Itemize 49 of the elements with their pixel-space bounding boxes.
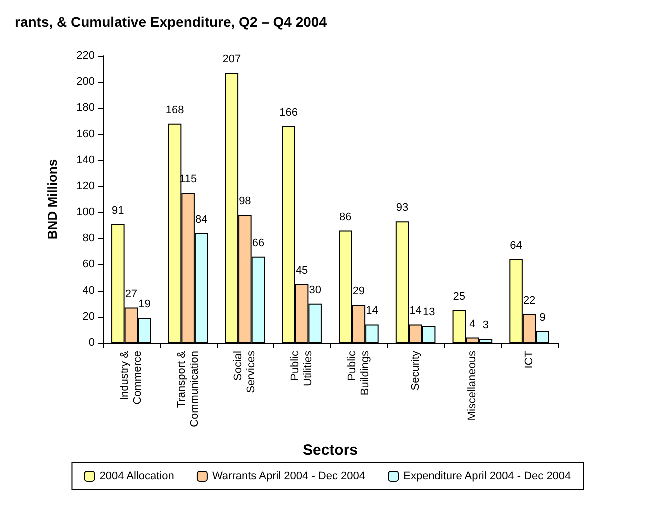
data-label: 45	[296, 264, 308, 277]
chart-title: rants, & Cumulative Expenditure, Q2 – Q4 2004	[15, 14, 328, 30]
data-label: 25	[453, 290, 466, 303]
y-tick-label: 200	[76, 76, 95, 88]
data-label: 3	[482, 320, 490, 332]
x-axis-title: Sectors	[302, 442, 358, 459]
y-axis-title: BND Millions	[45, 159, 60, 240]
y-tick-label: 80	[82, 232, 95, 245]
data-label: 168	[166, 104, 184, 116]
y-tick-label: 20	[82, 310, 95, 323]
x-tick-label: Social Services	[232, 350, 258, 394]
y-tick-label: 60	[82, 258, 95, 271]
x-tick-label: Security	[410, 350, 422, 391]
legend-label: Expenditure April 2004 - Dec 2004	[404, 470, 572, 482]
data-label: 22	[523, 294, 536, 307]
data-label: 19	[138, 298, 151, 311]
y-tick-label: 0	[88, 337, 95, 349]
x-tick-label: Industry & Commerce	[118, 350, 144, 405]
data-label: 66	[252, 237, 265, 250]
y-tick-label: 40	[82, 284, 95, 297]
y-tick-label: 100	[76, 206, 95, 219]
data-label: 30	[309, 284, 322, 296]
x-tick-label: ICT	[524, 350, 536, 369]
y-tick-label: 220	[76, 50, 95, 62]
data-label: 84	[195, 214, 208, 226]
data-label: 13	[422, 306, 436, 319]
data-label: 14	[410, 305, 422, 318]
data-label: 166	[280, 106, 298, 119]
data-label: 64	[510, 240, 522, 252]
data-label: 4	[470, 318, 476, 330]
data-label: 29	[352, 286, 366, 298]
data-label: 207	[222, 53, 242, 66]
data-label: 27	[125, 288, 138, 300]
x-tick-label: Miscellaneous	[466, 350, 479, 421]
y-tick-label: 140	[76, 154, 95, 166]
y-tick-label: 120	[76, 180, 95, 192]
data-label: 98	[239, 196, 252, 208]
legend-label: 2004 Allocation	[100, 470, 174, 482]
data-label: 14	[366, 305, 378, 318]
legend-label: Warrants April 2004 - Dec 2004	[212, 470, 366, 482]
y-tick-label: 160	[76, 128, 95, 140]
x-tick-label: Public Buildings	[346, 350, 372, 396]
x-tick-label: Transport & Communication	[176, 350, 201, 428]
data-label: 93	[396, 202, 409, 214]
y-tick-label: 180	[76, 102, 95, 114]
x-tick-label: Public Utilities	[290, 350, 315, 386]
data-label: 91	[112, 204, 124, 217]
data-label: 86	[340, 211, 352, 224]
data-label: 9	[540, 312, 546, 324]
